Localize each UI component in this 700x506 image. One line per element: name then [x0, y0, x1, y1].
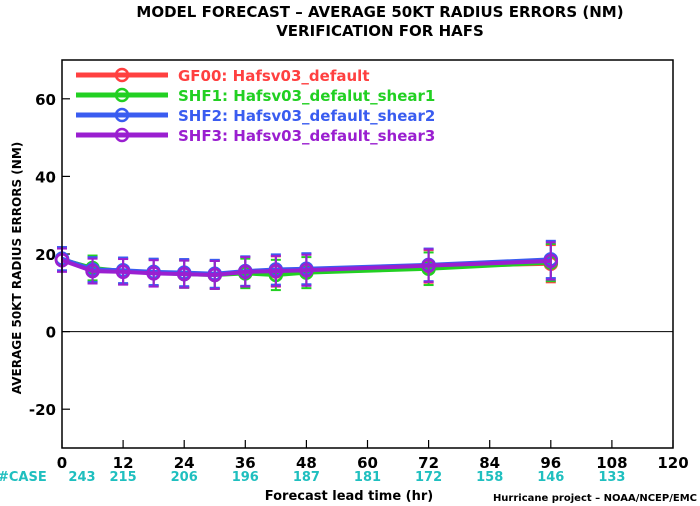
- legend: GF00: Hafsv03_default SHF1: Hafsv03_defal…: [76, 67, 435, 145]
- data-point: [176, 266, 192, 282]
- data-point: [299, 263, 314, 278]
- legend-marker: [114, 87, 130, 103]
- chart-subtitle: VERIFICATION FOR HAFS: [276, 22, 484, 40]
- legend-label: SHF2: Hafsv03_default_shear2: [178, 107, 435, 125]
- case-count: 158: [476, 470, 503, 485]
- chart-title: MODEL FORECAST – AVERAGE 50KT RADIUS ERR…: [136, 3, 623, 21]
- x-axis-label: Forecast lead time (hr): [265, 489, 433, 504]
- case-counts: 243 215 206 196 187 181 172 158 146 133: [68, 470, 625, 485]
- plot-frame: [61, 59, 674, 449]
- data-point: [421, 258, 436, 273]
- case-label: #CASE: [0, 470, 47, 485]
- y-tick-label: 60: [35, 91, 56, 109]
- data-point: [207, 267, 222, 283]
- case-count: 133: [598, 470, 625, 485]
- case-count: 172: [415, 470, 442, 485]
- y-tick-label: 20: [35, 246, 56, 264]
- y-tick-label: 0: [46, 324, 56, 342]
- x-tick-label: 72: [418, 454, 439, 472]
- data-point: [238, 264, 253, 280]
- data-point: [543, 253, 559, 269]
- series-group: [54, 241, 559, 290]
- case-count: 206: [171, 470, 198, 485]
- x-tick-label: 120: [657, 454, 688, 472]
- data-point: [268, 263, 284, 279]
- legend-label: SHF3: Hafsv03_default_shear3: [178, 127, 435, 145]
- x-tick-label: 36: [235, 454, 256, 472]
- x-tick-label: 96: [540, 454, 561, 472]
- series-layer: [54, 239, 559, 292]
- x-tick-label: 48: [296, 454, 317, 472]
- case-count: 215: [110, 470, 137, 485]
- x-tick-label: 60: [357, 454, 378, 472]
- legend-label: SHF1: Hafsv03_defalut_shear1: [178, 87, 435, 105]
- x-tick-label: 12: [113, 454, 134, 472]
- x-tick-label: 24: [174, 454, 195, 472]
- x-tick-label: 0: [57, 454, 67, 472]
- data-point: [85, 263, 100, 279]
- data-point: [146, 266, 161, 281]
- credit-text: Hurricane project – NOAA/NCEP/EMC: [493, 493, 697, 504]
- case-count: 181: [354, 470, 381, 485]
- y-tick-label: -20: [29, 401, 56, 419]
- y-axis-label: AVERAGE 50KT RADIUS ERRORS (NM): [10, 142, 24, 394]
- legend-marker: [114, 107, 130, 123]
- case-count: 187: [293, 470, 320, 485]
- legend-label: GF00: Hafsv03_default: [178, 67, 369, 85]
- x-axis-ticks: 0 12 24 36 48 60 72 84 96 108 120: [57, 440, 689, 472]
- case-count: 243: [68, 470, 95, 485]
- case-count: 196: [232, 470, 259, 485]
- y-tick-label: 40: [35, 168, 56, 186]
- data-point: [115, 264, 131, 280]
- legend-marker: [114, 127, 130, 143]
- x-tick-label: 84: [479, 454, 500, 472]
- legend-marker: [114, 67, 130, 83]
- x-tick-label: 108: [596, 454, 627, 472]
- case-count: 146: [537, 470, 564, 485]
